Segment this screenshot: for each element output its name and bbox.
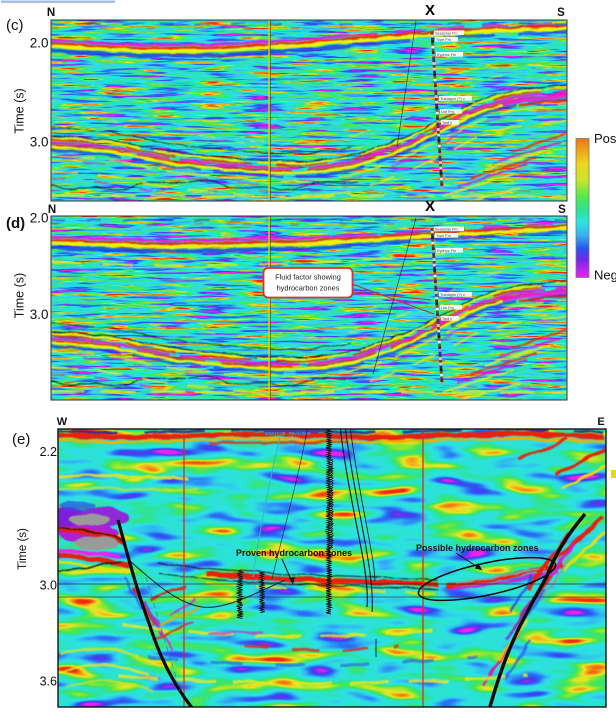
- svg-text:Traralgon (?) v: Traralgon (?) v: [440, 293, 465, 297]
- svg-text:Time (s): Time (s): [17, 528, 29, 570]
- svg-text:Seaspray Fm: Seaspray Fm: [435, 227, 458, 231]
- svg-text:2.0: 2.0: [30, 211, 49, 226]
- svg-text:3.0: 3.0: [30, 307, 49, 322]
- svg-text:Negative: Negative: [594, 268, 616, 283]
- svg-text:Tope Fm: Tope Fm: [436, 234, 451, 238]
- svg-text:S: S: [558, 204, 566, 216]
- svg-text:Kydnoc Fm: Kydnoc Fm: [437, 249, 456, 253]
- svg-text:Kydnoc Fm: Kydnoc Fm: [437, 53, 456, 57]
- svg-text:Twd v: Twd v: [442, 121, 452, 125]
- svg-text:Time (s): Time (s): [13, 88, 27, 133]
- svg-text:(c): (c): [6, 17, 24, 34]
- svg-text:N: N: [48, 204, 56, 216]
- svg-text:(d): (d): [6, 215, 25, 232]
- svg-text:6RW17-3B R6V42/B06: 6RW17-3B R6V42/B06: [265, 431, 311, 436]
- svg-text:(e): (e): [12, 431, 30, 448]
- svg-text:X: X: [425, 198, 435, 215]
- svg-text:Fluid factor showing: Fluid factor showing: [275, 273, 341, 282]
- svg-text:N: N: [47, 7, 55, 19]
- svg-text:3.6: 3.6: [40, 675, 57, 689]
- svg-text:Proven hydrocarbon zones: Proven hydrocarbon zones: [236, 548, 352, 558]
- svg-text:Twd v: Twd v: [442, 317, 452, 321]
- svg-text:Tope Fm: Tope Fm: [436, 38, 451, 42]
- svg-text:Traralgon (?) v: Traralgon (?) v: [440, 97, 465, 101]
- svg-text:W: W: [57, 416, 68, 428]
- svg-text:2.2: 2.2: [40, 445, 57, 459]
- svg-text:E: E: [597, 416, 604, 428]
- svg-text:3.0: 3.0: [40, 579, 57, 593]
- svg-text:2.0: 2.0: [30, 36, 49, 51]
- svg-text:X: X: [425, 2, 435, 19]
- svg-text:Possible hydrocarbon zones: Possible hydrocarbon zones: [416, 543, 539, 553]
- svg-text:3.0: 3.0: [30, 135, 49, 150]
- svg-text:Positive: Positive: [594, 131, 616, 146]
- svg-text:Seaspray Fm: Seaspray Fm: [435, 31, 458, 35]
- svg-text:Time (s): Time (s): [13, 273, 27, 318]
- svg-text:S: S: [557, 7, 565, 19]
- svg-text:Lke Fm: Lke Fm: [441, 306, 454, 310]
- svg-text:Lke Fm: Lke Fm: [441, 110, 454, 114]
- svg-text:hydrocarbon zones: hydrocarbon zones: [277, 284, 340, 293]
